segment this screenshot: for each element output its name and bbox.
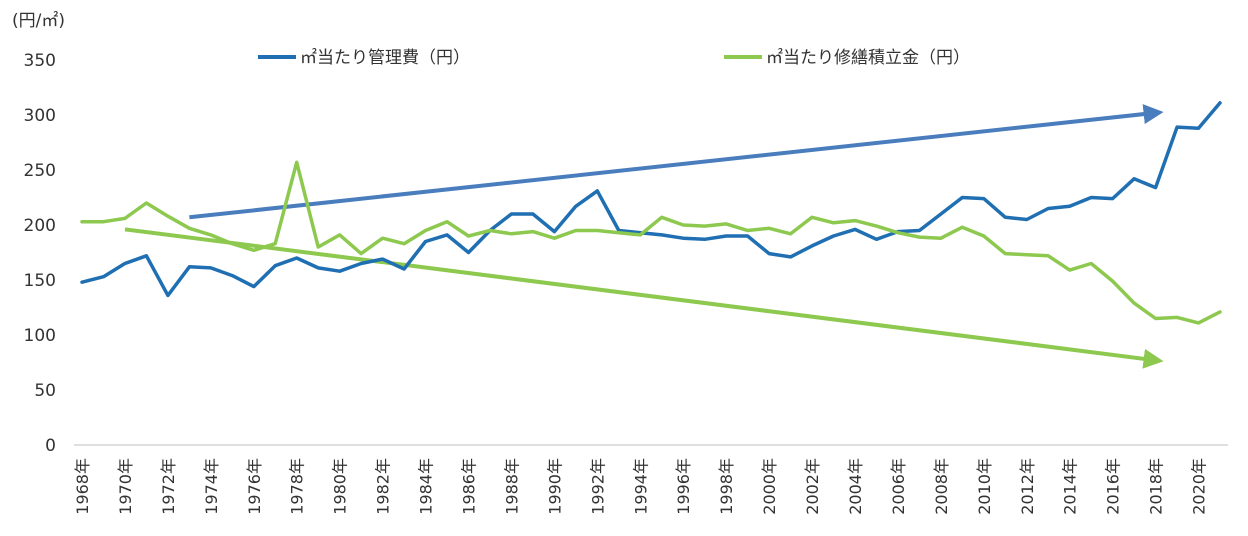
x-axis: 1968年 1970年 1972年 1974年 1976年 1978年 1980年 1982年… — [73, 458, 1209, 515]
x-tick-label: 2002年 — [803, 458, 822, 515]
x-tick-label: 1986年 — [459, 458, 478, 515]
x-tick-label: 1984年 — [417, 458, 436, 515]
x-tick-label: 1980年 — [331, 458, 350, 515]
series-line-management-fee — [80, 101, 1222, 298]
x-tick-label: 2014年 — [1061, 458, 1080, 515]
y-tick-label: 350 — [24, 51, 56, 71]
x-tick-label: 2018年 — [1147, 458, 1166, 515]
x-tick-label: 2020年 — [1190, 458, 1209, 515]
x-tick-label: 1968年 — [73, 458, 92, 515]
x-tick-label: 1970年 — [116, 458, 135, 515]
x-tick-label: 1978年 — [288, 458, 307, 515]
x-tick-label: 2004年 — [846, 458, 865, 515]
x-tick-label: 2012年 — [1018, 458, 1037, 515]
x-tick-label: 2000年 — [760, 458, 779, 515]
legend: ㎡当たり管理費（円） ㎡当たり修繕積立金（円） — [258, 48, 970, 68]
x-tick-label: 1982年 — [374, 458, 393, 515]
x-tick-label: 1972年 — [159, 458, 178, 515]
series-layer — [80, 101, 1222, 325]
y-axis: 0 50 100 150 200 250 300 350 — [24, 51, 56, 456]
y-tick-label: 100 — [24, 326, 56, 346]
x-tick-label: 1996年 — [674, 458, 693, 515]
x-tick-label: 1990年 — [545, 458, 564, 515]
x-tick-label: 2006年 — [889, 458, 908, 515]
trend-arrows — [124, 104, 1164, 369]
legend-label-management-fee: ㎡当たり管理費（円） — [300, 48, 470, 68]
x-tick-label: 2008年 — [932, 458, 951, 515]
x-tick-label: 1976年 — [245, 458, 264, 515]
y-tick-label: 150 — [24, 271, 56, 291]
x-tick-label: 1998年 — [717, 458, 736, 515]
trend-arrow-down — [124, 227, 1164, 369]
x-tick-label: 1988年 — [502, 458, 521, 515]
y-tick-label: 50 — [34, 381, 56, 401]
y-tick-label: 0 — [45, 436, 56, 456]
y-tick-label: 300 — [24, 106, 56, 126]
series-line-repair-reserve — [80, 160, 1222, 325]
trend-arrow-up — [189, 104, 1164, 220]
x-tick-label: 2010年 — [975, 458, 994, 515]
x-tick-label: 1994年 — [631, 458, 650, 515]
y-tick-label: 250 — [24, 161, 56, 181]
y-tick-label: 200 — [24, 216, 56, 236]
x-tick-label: 1974年 — [202, 458, 221, 515]
x-tick-label: 1992年 — [588, 458, 607, 515]
legend-label-repair-reserve: ㎡当たり修繕積立金（円） — [766, 48, 970, 68]
y-unit-label: (円/㎡) — [12, 11, 65, 31]
x-tick-label: 2016年 — [1104, 458, 1123, 515]
